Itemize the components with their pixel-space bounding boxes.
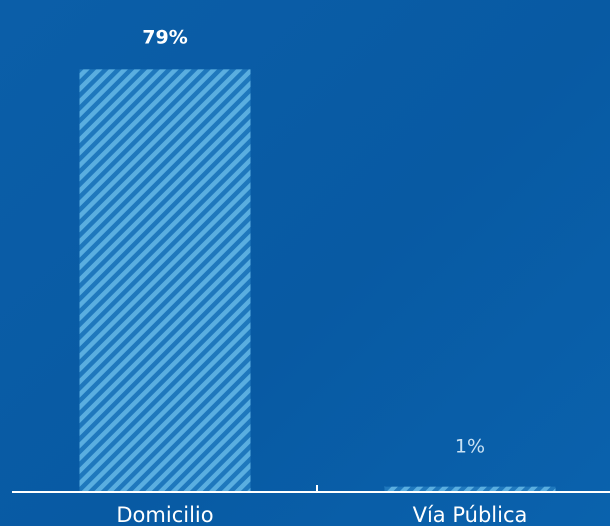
category-labels-group: Domicilio Vía Pública: [116, 503, 527, 526]
value-labels-group: 79% 1%: [142, 26, 485, 457]
bar-v-a-p-blica: [384, 486, 556, 492]
category-label: Vía Pública: [413, 503, 528, 526]
bar-domicilio: [79, 69, 251, 492]
value-label: 79%: [142, 26, 187, 48]
bars-group: [79, 69, 556, 492]
value-label: 1%: [455, 436, 485, 458]
category-label: Domicilio: [116, 503, 213, 526]
